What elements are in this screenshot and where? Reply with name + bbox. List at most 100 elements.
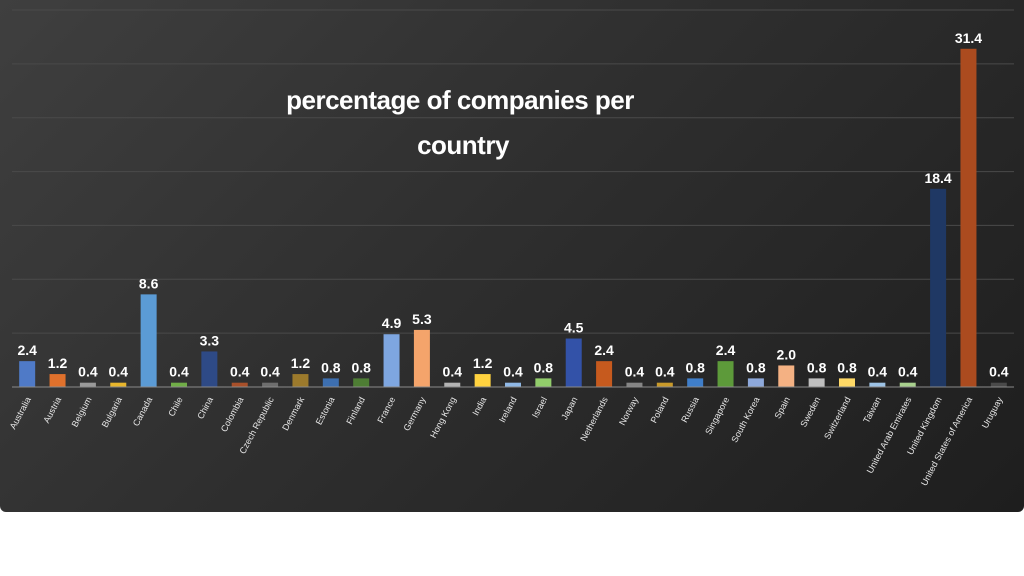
value-label: 0.8 (351, 359, 371, 375)
bar-israel (535, 378, 552, 387)
category-label: Bulgaria (100, 395, 124, 429)
category-label: Finland (344, 395, 367, 426)
bar-canada (140, 294, 157, 387)
bar-japan (565, 338, 582, 387)
bar-czech-republic (262, 382, 279, 387)
value-label: 2.4 (716, 342, 736, 358)
value-label: 0.4 (230, 364, 250, 380)
value-label: 1.2 (48, 355, 68, 371)
chart-title-line-1: percentage of companies per (286, 85, 634, 115)
value-label: 0.4 (260, 364, 280, 380)
category-label: Austria (41, 395, 63, 424)
bar-bulgaria (110, 382, 127, 387)
value-label: 0.8 (321, 359, 341, 375)
bar-estonia (322, 378, 339, 387)
value-label: 18.4 (924, 170, 951, 186)
value-label: 0.8 (837, 359, 857, 375)
value-label: 2.4 (17, 342, 37, 358)
bar-south-korea (747, 378, 764, 387)
bar-ireland (505, 382, 521, 387)
value-labels: 2.4 1.2 0.4 0.4 8.6 0.4 3.3 0.4 0.4 1.2 0.8 0.8 4.9 5… (17, 30, 1008, 380)
category-label: India (470, 395, 488, 417)
category-label: Japan (559, 395, 579, 421)
category-label: Switzerland (822, 395, 853, 441)
bar-denmark (292, 374, 309, 387)
category-label: Israel (530, 395, 549, 419)
value-label: 3.3 (200, 332, 220, 348)
value-label: 2.4 (594, 342, 614, 358)
value-label: 0.4 (109, 364, 129, 380)
bar-chile (171, 382, 187, 387)
bar-chart: percentage of companies per country 2.4 1… (8, 9, 1014, 488)
bar-belgium (79, 382, 96, 387)
chart-title-line-2: country (417, 130, 510, 160)
bar-switzerland (839, 378, 855, 387)
value-label: 2.0 (777, 346, 797, 362)
bar-netherlands (596, 361, 613, 387)
gridlines (12, 9, 1014, 334)
category-label: Singapore (703, 395, 731, 436)
value-label: 0.8 (807, 359, 827, 375)
bar-uruguay (990, 382, 1007, 387)
category-label: Sweden (798, 395, 822, 428)
value-label: 0.8 (685, 359, 705, 375)
bar-france (383, 334, 400, 387)
category-label: Netherlands (578, 395, 610, 443)
bar-colombia (231, 382, 248, 387)
chart-panel: percentage of companies per country 2.4 1… (0, 0, 1024, 512)
category-label: Russia (679, 395, 701, 424)
category-label: Poland (649, 395, 671, 424)
value-label: 0.4 (655, 364, 675, 380)
value-label: 0.4 (868, 364, 888, 380)
category-label: China (195, 395, 215, 420)
bar-russia (687, 378, 704, 387)
bar-united-kingdom (930, 188, 947, 387)
category-label: Germany (401, 395, 427, 433)
bar-sweden (808, 378, 825, 387)
category-label: Norway (617, 395, 640, 427)
category-labels: Australia Austria Belgium Bulgaria Canada Chi… (8, 395, 1005, 488)
category-label: Canada (131, 395, 155, 428)
bar-germany (413, 329, 430, 387)
value-label: 0.4 (78, 364, 98, 380)
value-label: 0.4 (898, 364, 918, 380)
category-label: Australia (8, 395, 33, 431)
category-label: Estonia (314, 395, 337, 426)
value-label: 0.4 (989, 364, 1009, 380)
category-label: South Korea (729, 395, 761, 444)
category-label: Spain (772, 395, 792, 420)
bar-poland (656, 382, 673, 387)
bar-hong-kong (444, 382, 461, 387)
category-label: Hong Kong (428, 395, 458, 439)
bar-united-states-of-america (960, 48, 977, 388)
value-label: 0.8 (534, 359, 554, 375)
bar-finland (353, 378, 370, 387)
category-label: Ireland (497, 395, 519, 424)
category-label: Belgium (70, 395, 94, 428)
bar-australia (19, 361, 36, 387)
bar-spain (778, 365, 795, 387)
value-label: 0.8 (746, 359, 766, 375)
category-label: Chile (166, 395, 184, 418)
value-label: 1.2 (291, 355, 311, 371)
value-label: 0.4 (443, 364, 463, 380)
value-label: 0.4 (169, 364, 189, 380)
category-label: Taiwan (861, 395, 883, 424)
value-label: 0.4 (625, 364, 645, 380)
bar-singapore (717, 361, 734, 387)
bar-china (201, 351, 218, 387)
bar-norway (626, 382, 643, 387)
value-label: 31.4 (955, 30, 982, 46)
bar-india (474, 374, 491, 387)
bar-united-arab-emirates (899, 382, 916, 387)
bars (19, 48, 1007, 388)
value-label: 5.3 (412, 311, 432, 327)
category-label: Uruguay (980, 395, 1005, 430)
bar-austria (49, 374, 66, 387)
category-label: Denmark (280, 395, 306, 432)
category-label: Colombia (219, 395, 246, 433)
value-label: 0.4 (503, 364, 523, 380)
bar-taiwan (869, 382, 886, 387)
value-label: 1.2 (473, 355, 493, 371)
value-label: 8.6 (139, 275, 159, 291)
